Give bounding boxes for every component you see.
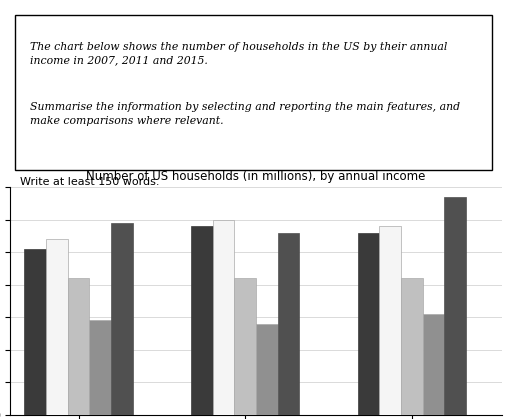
Bar xyxy=(278,233,300,415)
Title: Number of US households (in millions), by annual income: Number of US households (in millions), b… xyxy=(87,170,425,183)
Bar xyxy=(90,321,111,415)
FancyBboxPatch shape xyxy=(15,15,492,170)
Bar xyxy=(358,233,379,415)
Bar xyxy=(25,249,46,415)
Bar xyxy=(234,278,256,415)
Bar xyxy=(46,239,68,415)
Bar xyxy=(401,278,422,415)
Bar xyxy=(422,314,444,415)
Text: The chart below shows the number of households in the US by their annual
income : The chart below shows the number of hous… xyxy=(30,42,447,65)
Bar xyxy=(444,197,466,415)
Bar xyxy=(212,220,234,415)
Bar xyxy=(256,324,278,415)
Bar xyxy=(111,223,133,415)
Text: Summarise the information by selecting and reporting the main features, and
make: Summarise the information by selecting a… xyxy=(30,102,460,126)
Text: Write at least 150 words.: Write at least 150 words. xyxy=(20,177,160,186)
Bar xyxy=(191,226,212,415)
Bar xyxy=(379,226,401,415)
Bar xyxy=(68,278,90,415)
